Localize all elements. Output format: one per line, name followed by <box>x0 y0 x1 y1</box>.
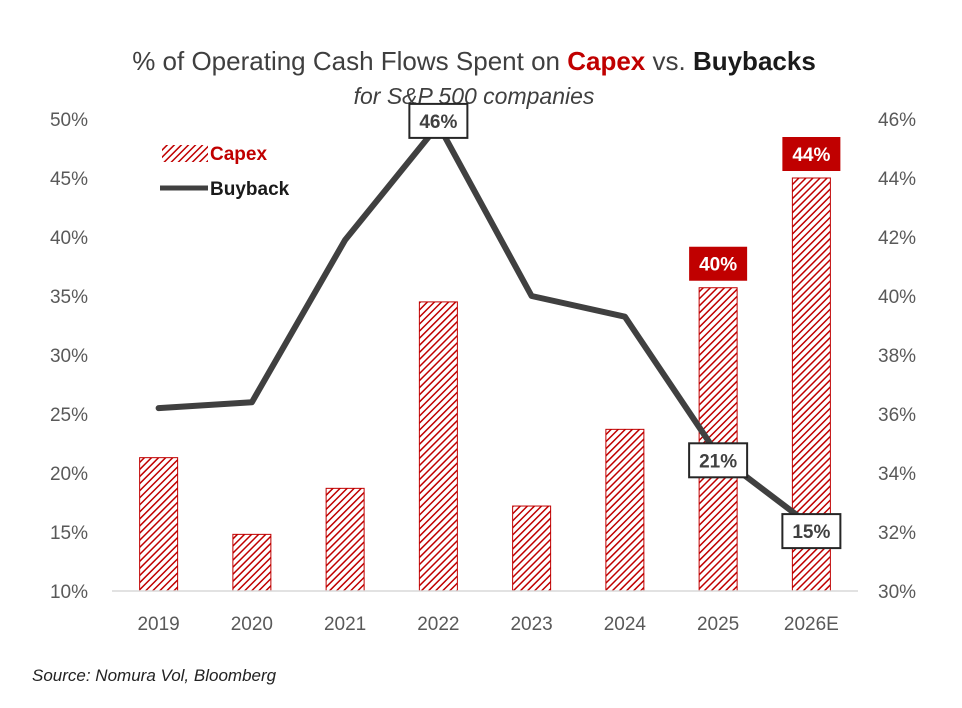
right-tick-label: 40% <box>878 287 916 308</box>
left-tick-label: 45% <box>50 169 88 190</box>
left-axis: 10% 15% 20% 25% 30% 35% 40% 45% 50% <box>50 110 88 603</box>
x-tick-label: 2023 <box>510 614 552 635</box>
right-tick-label: 44% <box>878 169 916 190</box>
right-tick-label: 36% <box>878 405 916 426</box>
buyback-data-label: 15% <box>781 513 842 550</box>
buyback-data-label: 46% <box>408 102 469 139</box>
buyback-data-label: 21% <box>688 442 749 479</box>
data-label-box <box>782 137 841 171</box>
title-capex: Capex <box>567 46 646 76</box>
capex-bar <box>512 505 552 592</box>
x-tick-label: 2021 <box>324 614 366 635</box>
buyback-line <box>155 121 815 530</box>
title-prefix: % of Operating Cash Flows Spent on <box>132 46 567 76</box>
x-tick-label: 2022 <box>417 614 459 635</box>
legend-capex-swatch <box>162 145 208 162</box>
left-tick-label: 10% <box>50 582 88 603</box>
legend-capex-label: Capex <box>210 144 267 165</box>
data-label-box <box>688 442 749 479</box>
x-tick-label: 2025 <box>697 614 739 635</box>
data-label-text: 15% <box>792 522 830 543</box>
capex-bars <box>139 177 831 592</box>
chart-subtitle: for S&P 500 companies <box>354 83 595 109</box>
capex-bar <box>605 428 645 592</box>
left-tick-label: 30% <box>50 346 88 367</box>
data-label-text: 46% <box>419 112 457 133</box>
left-tick-label: 20% <box>50 464 88 485</box>
left-tick-label: 35% <box>50 287 88 308</box>
right-tick-label: 34% <box>878 464 916 485</box>
capex-bar <box>232 533 272 592</box>
left-tick-label: 15% <box>50 523 88 544</box>
data-label-text: 21% <box>699 451 737 472</box>
annotations: 46% 21% 15% 40% 44% <box>408 102 842 550</box>
capex-bar <box>325 487 365 592</box>
x-tick-label: 2020 <box>231 614 273 635</box>
data-label-box <box>408 102 469 139</box>
left-tick-label: 50% <box>50 110 88 131</box>
right-tick-label: 38% <box>878 346 916 367</box>
right-tick-label: 42% <box>878 228 916 249</box>
x-axis: 2019 2020 2021 2022 2023 2024 2025 2026E <box>137 614 838 635</box>
x-tick-label: 2026E <box>784 614 839 635</box>
right-tick-label: 30% <box>878 582 916 603</box>
source-note: Source: Nomura Vol, Bloomberg <box>32 666 277 685</box>
capex-bar <box>139 457 179 592</box>
data-label-text: 44% <box>792 145 830 166</box>
right-axis: 30% 32% 34% 36% 38% 40% 42% 44% 46% <box>878 110 916 603</box>
right-tick-label: 32% <box>878 523 916 544</box>
data-label-box <box>781 513 842 550</box>
data-label-text: 40% <box>699 255 737 276</box>
left-tick-label: 40% <box>50 228 88 249</box>
left-tick-label: 25% <box>50 405 88 426</box>
x-tick-label: 2019 <box>137 614 179 635</box>
legend-buyback-label: Buyback <box>210 179 290 200</box>
capex-data-label: 40% <box>689 246 748 281</box>
x-tick-label: 2024 <box>604 614 647 635</box>
data-label-box <box>689 246 748 281</box>
title-buybacks: Buybacks <box>693 46 816 76</box>
right-tick-label: 46% <box>878 110 916 131</box>
capex-bar <box>418 301 458 592</box>
chart-title: % of Operating Cash Flows Spent on Capex… <box>132 46 816 76</box>
capex-data-label: 44% <box>782 137 841 171</box>
legend: Capex Buyback <box>160 144 290 200</box>
title-middle: vs. <box>645 46 693 76</box>
